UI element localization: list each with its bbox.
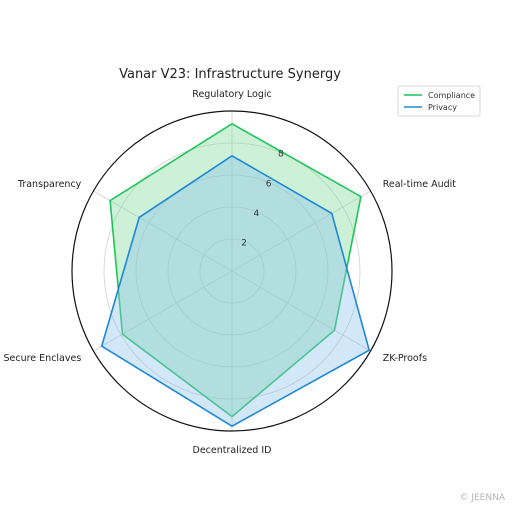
- series-area-privacy: [101, 155, 370, 427]
- tick-label-4: 4: [254, 209, 260, 219]
- tick-label-6: 6: [266, 179, 272, 189]
- radar-grid: [71, 110, 393, 432]
- grid-spoke: [93, 190, 233, 272]
- axis-label-1: Real-time Audit: [383, 179, 457, 190]
- radar-series: [100, 122, 371, 428]
- legend-frame: [397, 85, 481, 117]
- axis-label-2: ZK-Proofs: [383, 353, 427, 364]
- watermark: © JEENNA: [459, 493, 505, 503]
- axis-label-0: Regulatory Logic: [192, 89, 271, 100]
- tick-label-8: 8: [278, 150, 284, 160]
- series-area-compliance: [110, 123, 361, 417]
- axis-label-5: Transparency: [17, 179, 82, 190]
- grid-spoke: [231, 270, 371, 352]
- legend-label-compliance: Compliance: [428, 91, 475, 100]
- legend: Compliance Privacy: [397, 85, 481, 117]
- tick-label-2: 2: [241, 238, 247, 248]
- outer-ring: [71, 110, 393, 432]
- chart-title: Vanar V23: Infrastructure Synergy: [119, 67, 341, 82]
- series-line-compliance: [109, 122, 362, 418]
- axis-label-4: Secure Enclaves: [3, 353, 81, 364]
- series-line-privacy: [100, 154, 371, 428]
- grid-spoke: [93, 270, 233, 352]
- grid-spoke: [231, 190, 371, 272]
- axis-labels: Regulatory Logic Real-time Audit ZK-Proofs…: [3, 89, 456, 456]
- axis-label-3: Decentralized ID: [193, 445, 272, 456]
- legend-label-privacy: Privacy: [428, 103, 457, 112]
- radial-ticks: 2 4 6 8: [241, 150, 284, 249]
